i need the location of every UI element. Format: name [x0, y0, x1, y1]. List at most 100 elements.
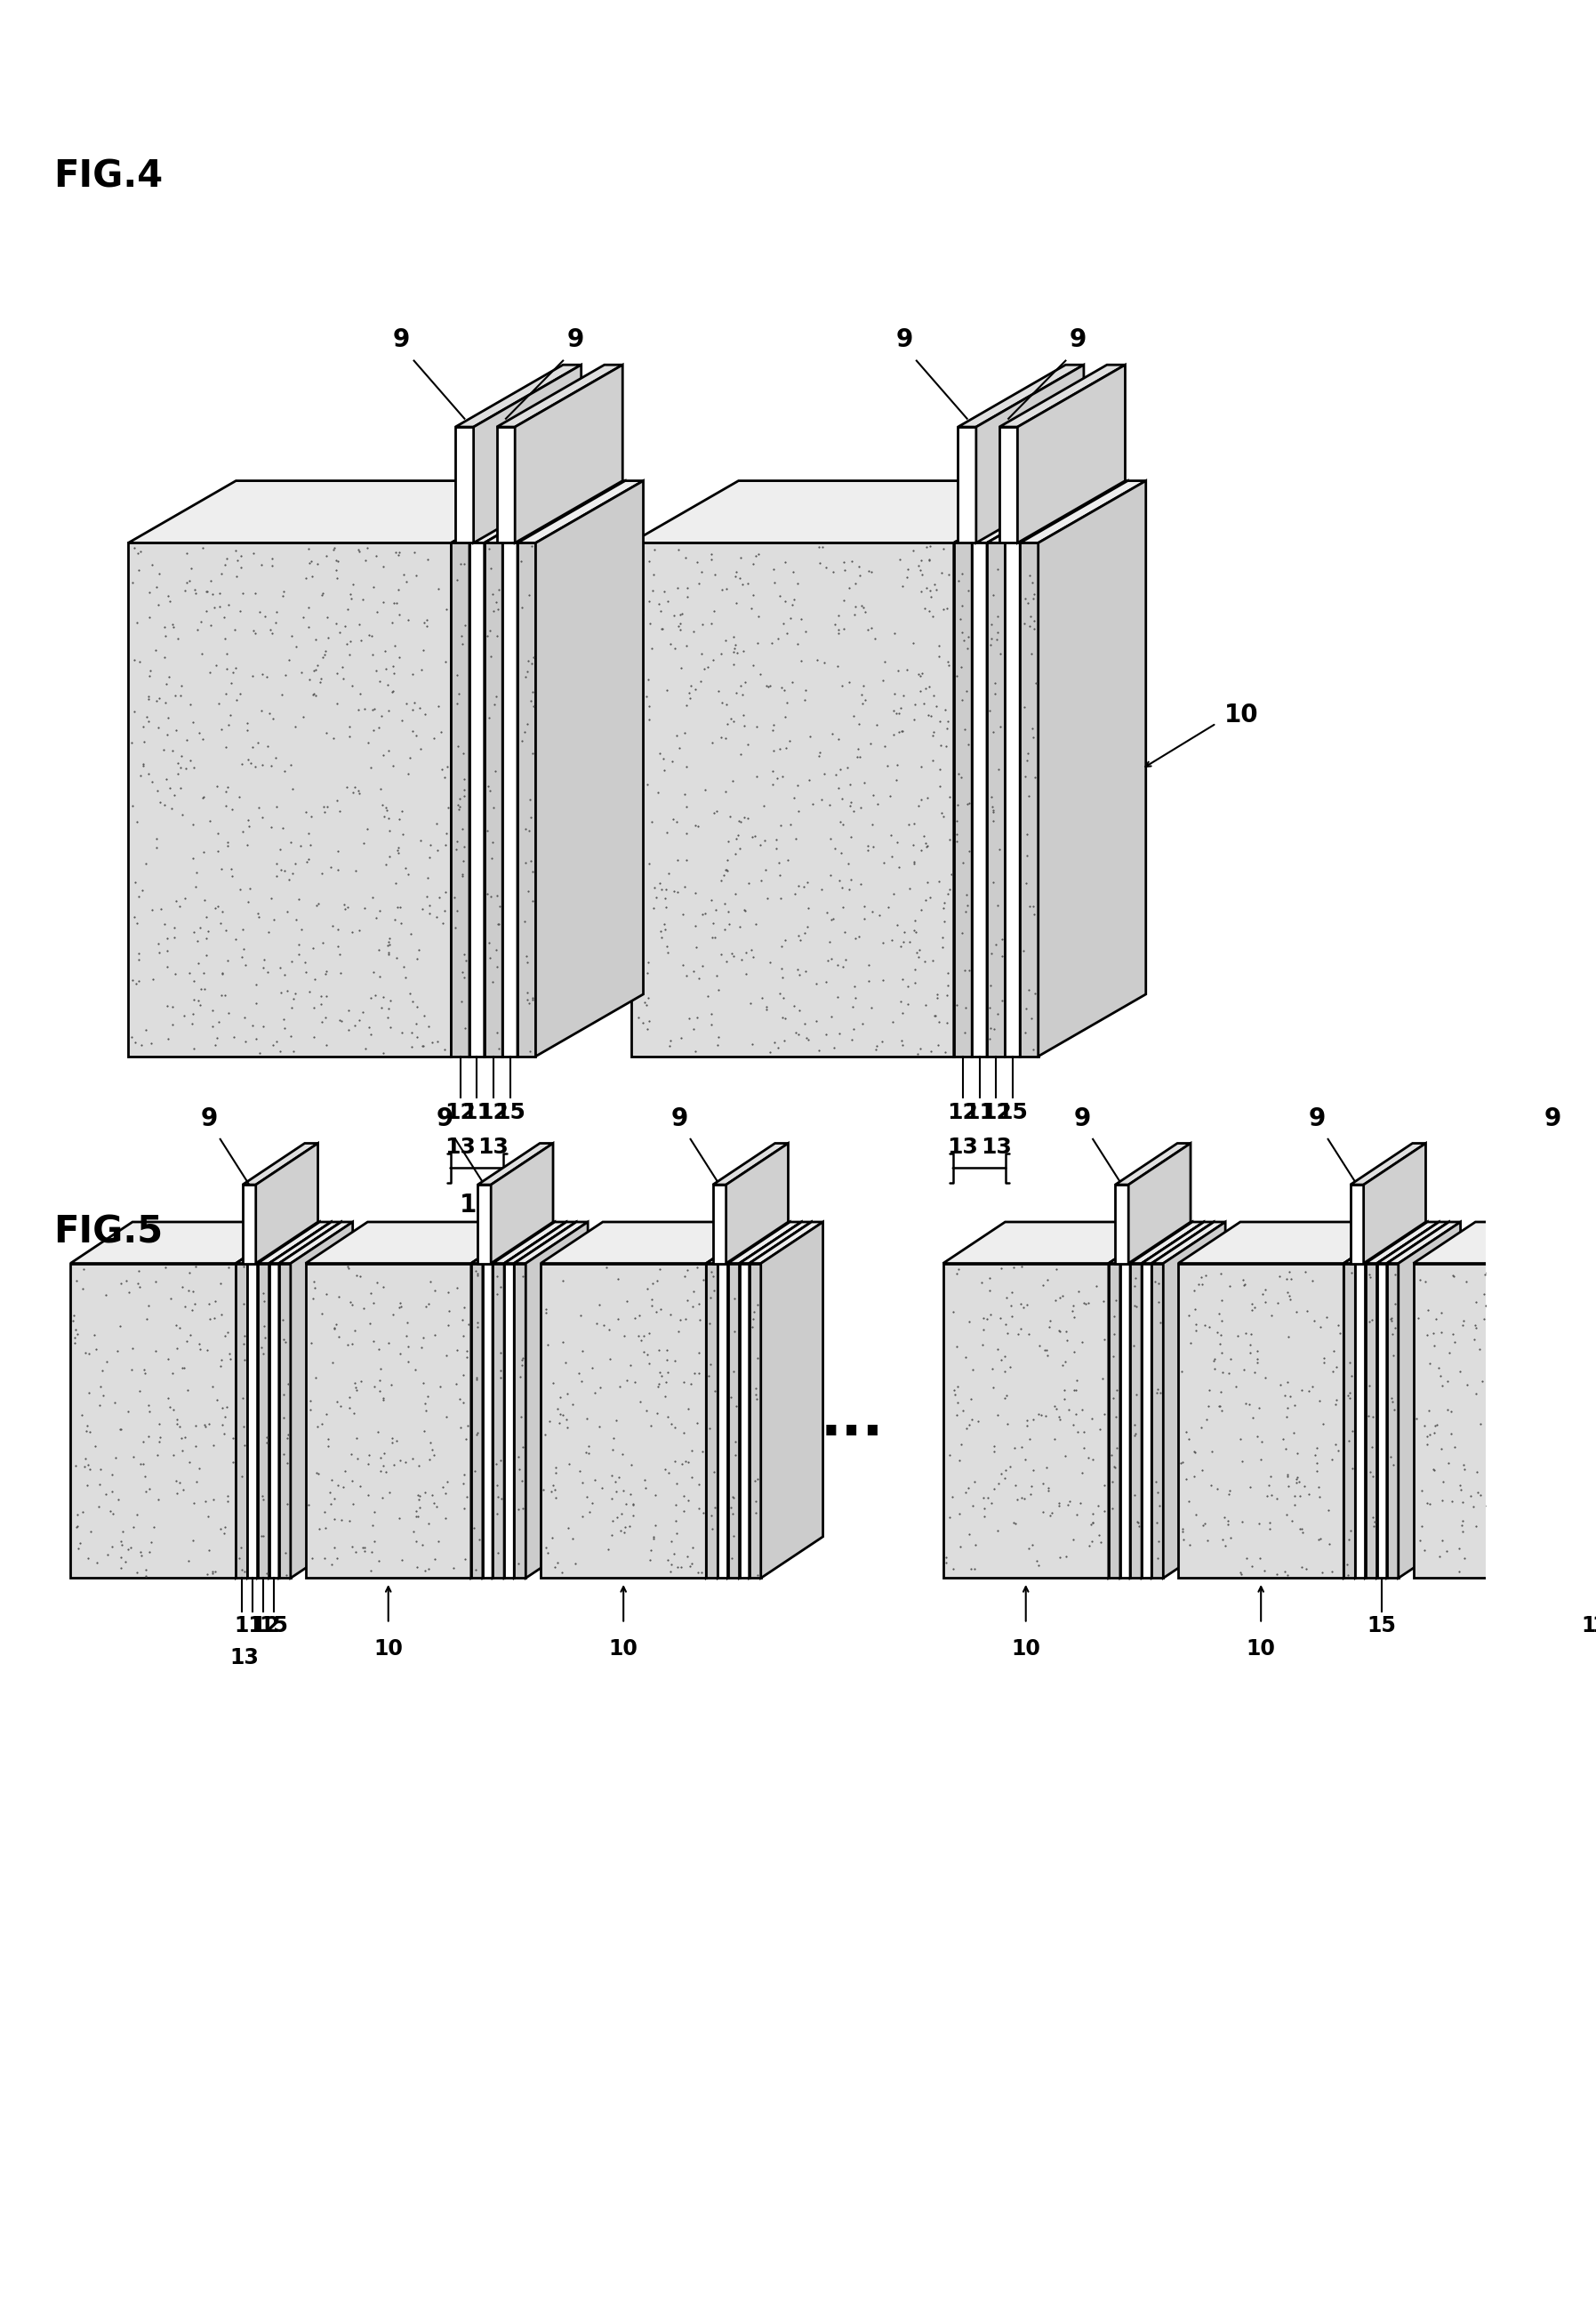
- Text: 9: 9: [895, 326, 913, 352]
- Polygon shape: [1355, 1264, 1365, 1577]
- Polygon shape: [1344, 1223, 1417, 1264]
- Polygon shape: [749, 1223, 824, 1264]
- Polygon shape: [1130, 1223, 1203, 1264]
- Polygon shape: [728, 1223, 801, 1264]
- Polygon shape: [514, 1223, 587, 1264]
- Polygon shape: [517, 480, 626, 1055]
- Polygon shape: [1109, 1223, 1171, 1577]
- Polygon shape: [452, 543, 469, 1055]
- Polygon shape: [482, 1223, 555, 1264]
- Text: FIG.5: FIG.5: [54, 1214, 163, 1251]
- Polygon shape: [1130, 1264, 1141, 1577]
- Polygon shape: [503, 480, 610, 1055]
- Polygon shape: [1387, 1264, 1398, 1577]
- Text: 9: 9: [201, 1106, 219, 1131]
- Polygon shape: [257, 1223, 319, 1577]
- Polygon shape: [1141, 1223, 1215, 1264]
- Polygon shape: [958, 366, 1084, 428]
- Polygon shape: [484, 480, 610, 543]
- Polygon shape: [958, 428, 977, 543]
- Text: 9: 9: [436, 1106, 453, 1131]
- Polygon shape: [1005, 480, 1112, 1055]
- Polygon shape: [1578, 1223, 1596, 1264]
- Polygon shape: [536, 480, 643, 1055]
- Polygon shape: [1152, 1223, 1215, 1577]
- Polygon shape: [257, 1223, 332, 1264]
- Polygon shape: [1365, 1264, 1377, 1577]
- Polygon shape: [1355, 1223, 1427, 1264]
- Polygon shape: [1377, 1264, 1387, 1577]
- Polygon shape: [516, 366, 622, 543]
- Polygon shape: [943, 1223, 1171, 1264]
- Polygon shape: [707, 1223, 768, 1577]
- Polygon shape: [1350, 1143, 1425, 1184]
- Polygon shape: [728, 1223, 790, 1577]
- Text: 15: 15: [1368, 1616, 1396, 1637]
- Polygon shape: [474, 366, 581, 543]
- Text: 9: 9: [1069, 326, 1087, 352]
- Polygon shape: [1120, 1264, 1130, 1577]
- Polygon shape: [1578, 1223, 1596, 1577]
- Polygon shape: [247, 1264, 257, 1577]
- Text: 12: 12: [1591, 1616, 1596, 1637]
- Polygon shape: [290, 1223, 353, 1577]
- Polygon shape: [1178, 1264, 1344, 1577]
- Polygon shape: [455, 366, 581, 428]
- Polygon shape: [986, 543, 1005, 1055]
- Polygon shape: [718, 1223, 780, 1577]
- Polygon shape: [471, 1264, 482, 1577]
- Text: 11: 11: [235, 1616, 263, 1637]
- Polygon shape: [493, 1264, 504, 1577]
- Polygon shape: [243, 1143, 318, 1184]
- Polygon shape: [707, 1264, 718, 1577]
- Polygon shape: [1344, 1264, 1355, 1577]
- Text: 10: 10: [1012, 1639, 1041, 1660]
- Polygon shape: [1005, 543, 1020, 1055]
- Text: 9: 9: [1074, 1106, 1090, 1131]
- Polygon shape: [1591, 1223, 1596, 1577]
- Polygon shape: [718, 1264, 728, 1577]
- Polygon shape: [1141, 1264, 1152, 1577]
- Polygon shape: [1039, 480, 1146, 1055]
- Polygon shape: [1591, 1264, 1596, 1577]
- Polygon shape: [1116, 1184, 1128, 1264]
- Text: 10: 10: [373, 1639, 402, 1660]
- Polygon shape: [1120, 1223, 1183, 1577]
- Polygon shape: [1163, 1223, 1226, 1577]
- Polygon shape: [972, 543, 986, 1055]
- Polygon shape: [1178, 1223, 1406, 1264]
- Polygon shape: [305, 1264, 471, 1577]
- Text: 13: 13: [948, 1136, 978, 1159]
- Text: 12: 12: [477, 1101, 509, 1124]
- Text: 10: 10: [1246, 1639, 1275, 1660]
- Text: 12: 12: [445, 1101, 476, 1124]
- Polygon shape: [496, 366, 622, 428]
- Text: 10: 10: [608, 1639, 638, 1660]
- Polygon shape: [1585, 1184, 1596, 1264]
- Polygon shape: [1109, 1223, 1183, 1264]
- Polygon shape: [761, 1223, 824, 1577]
- Polygon shape: [972, 480, 1079, 1055]
- Polygon shape: [514, 1264, 525, 1577]
- Polygon shape: [484, 543, 503, 1055]
- Polygon shape: [452, 480, 578, 543]
- Text: 13: 13: [980, 1136, 1012, 1159]
- Polygon shape: [1377, 1223, 1440, 1577]
- Polygon shape: [972, 480, 1095, 543]
- Text: 11: 11: [461, 1101, 493, 1124]
- Polygon shape: [279, 1264, 290, 1577]
- Polygon shape: [482, 1264, 493, 1577]
- Polygon shape: [128, 543, 452, 1055]
- Polygon shape: [1350, 1184, 1363, 1264]
- Polygon shape: [749, 1223, 811, 1577]
- Polygon shape: [482, 1223, 544, 1577]
- Polygon shape: [452, 480, 559, 1055]
- Polygon shape: [999, 428, 1018, 543]
- Polygon shape: [1387, 1223, 1460, 1264]
- Polygon shape: [1141, 1223, 1203, 1577]
- Polygon shape: [1363, 1143, 1425, 1264]
- Polygon shape: [986, 480, 1112, 543]
- Polygon shape: [718, 1223, 790, 1264]
- Polygon shape: [279, 1223, 353, 1264]
- Polygon shape: [739, 1264, 749, 1577]
